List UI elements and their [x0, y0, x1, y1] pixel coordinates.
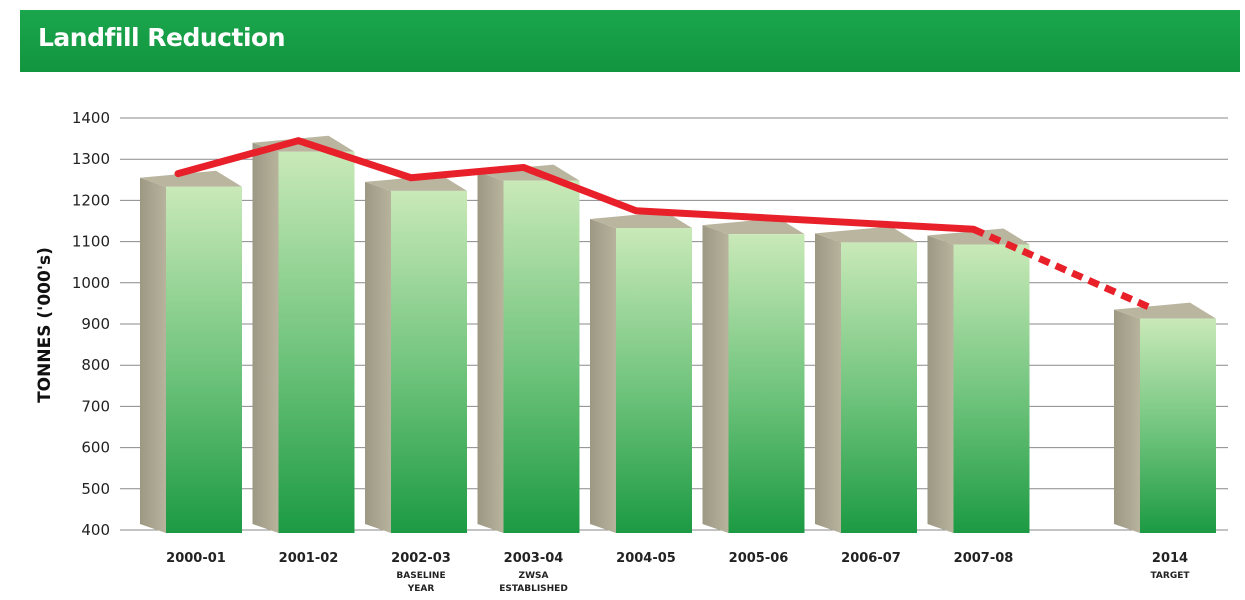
x-tick-sublabel: ESTABLISHED [499, 584, 568, 594]
x-tick-label: 2000-01 [166, 551, 226, 566]
bar [702, 218, 805, 533]
bar-front-face [953, 244, 1030, 534]
y-tick-label: 700 [81, 397, 110, 415]
x-tick-sublabel: ZWSA [519, 571, 549, 581]
bar-front-face [278, 151, 355, 533]
y-tick-label: 900 [81, 315, 110, 333]
x-tick-sublabel: BASELINE [396, 571, 445, 581]
bar-side-face [702, 225, 729, 533]
bars [140, 135, 1216, 534]
y-axis-title: TONNES ('000's) [35, 247, 55, 403]
bar-side-face [477, 171, 504, 533]
x-tick-label: 2004-05 [616, 551, 676, 566]
bar [365, 174, 467, 534]
y-tick-label: 600 [81, 439, 110, 457]
y-tick-label: 800 [81, 356, 110, 374]
bar [590, 212, 692, 533]
bar [140, 170, 242, 534]
bar-front-face [503, 180, 580, 533]
bar-side-face [590, 219, 616, 533]
bar-top-face [927, 228, 1030, 245]
bar [815, 226, 917, 534]
x-tick-label: 2014 [1152, 551, 1188, 566]
bar-side-face [1114, 309, 1140, 533]
chart-title: Landfill Reduction [38, 23, 286, 52]
x-tick-label: 2002-03 [391, 551, 451, 566]
bar [252, 135, 355, 533]
bar [927, 228, 1030, 534]
x-tick-label: 2005-06 [729, 551, 789, 566]
bar-top-face [702, 218, 805, 235]
y-tick-label: 500 [81, 480, 110, 498]
y-axis-ticks: 400 500 600 700 800 900 1000 1100 1200 1300 1400 [72, 109, 110, 539]
bar-top-face [140, 170, 242, 187]
x-axis-labels: 2000-01 2001-02 2002-03 BASELINE YEAR 2003-04… [166, 551, 1190, 594]
bar-top-face [815, 226, 917, 243]
x-tick-label: 2007-08 [954, 551, 1014, 566]
bar-side-face [140, 177, 166, 534]
y-tick-label: 1100 [72, 233, 110, 251]
trend-line-solid [174, 137, 977, 233]
bar-front-face [166, 186, 242, 534]
x-tick-label: 2003-04 [504, 551, 564, 566]
bar-top-face [365, 174, 467, 191]
bar [477, 164, 580, 533]
x-tick-label: 2006-07 [841, 551, 901, 566]
bar-side-face [252, 142, 279, 533]
bar-front-face [391, 190, 467, 534]
bar-top-face [590, 212, 692, 228]
bar-front-face [728, 234, 805, 533]
x-tick-label: 2001-02 [279, 551, 339, 566]
bar-side-face [927, 235, 954, 534]
bar [1114, 302, 1216, 533]
bar-front-face [841, 242, 917, 534]
x-tick-sublabel: YEAR [407, 584, 435, 594]
x-tick-sublabel: TARGET [1150, 571, 1190, 581]
y-tick-label: 1200 [72, 191, 110, 209]
trend-line [174, 137, 1152, 311]
y-tick-label: 1300 [72, 150, 110, 168]
y-tick-label: 1400 [72, 109, 110, 127]
bar-front-face [616, 228, 692, 533]
trend-line-dashed [972, 226, 1152, 311]
y-tick-label: 1000 [72, 274, 110, 292]
bar-top-face [1114, 302, 1216, 319]
bar-front-face [1140, 318, 1216, 533]
y-tick-label: 400 [81, 521, 110, 539]
bar-side-face [815, 233, 841, 534]
title-bar: Landfill Reduction [20, 10, 1240, 72]
bar-side-face [365, 181, 391, 534]
